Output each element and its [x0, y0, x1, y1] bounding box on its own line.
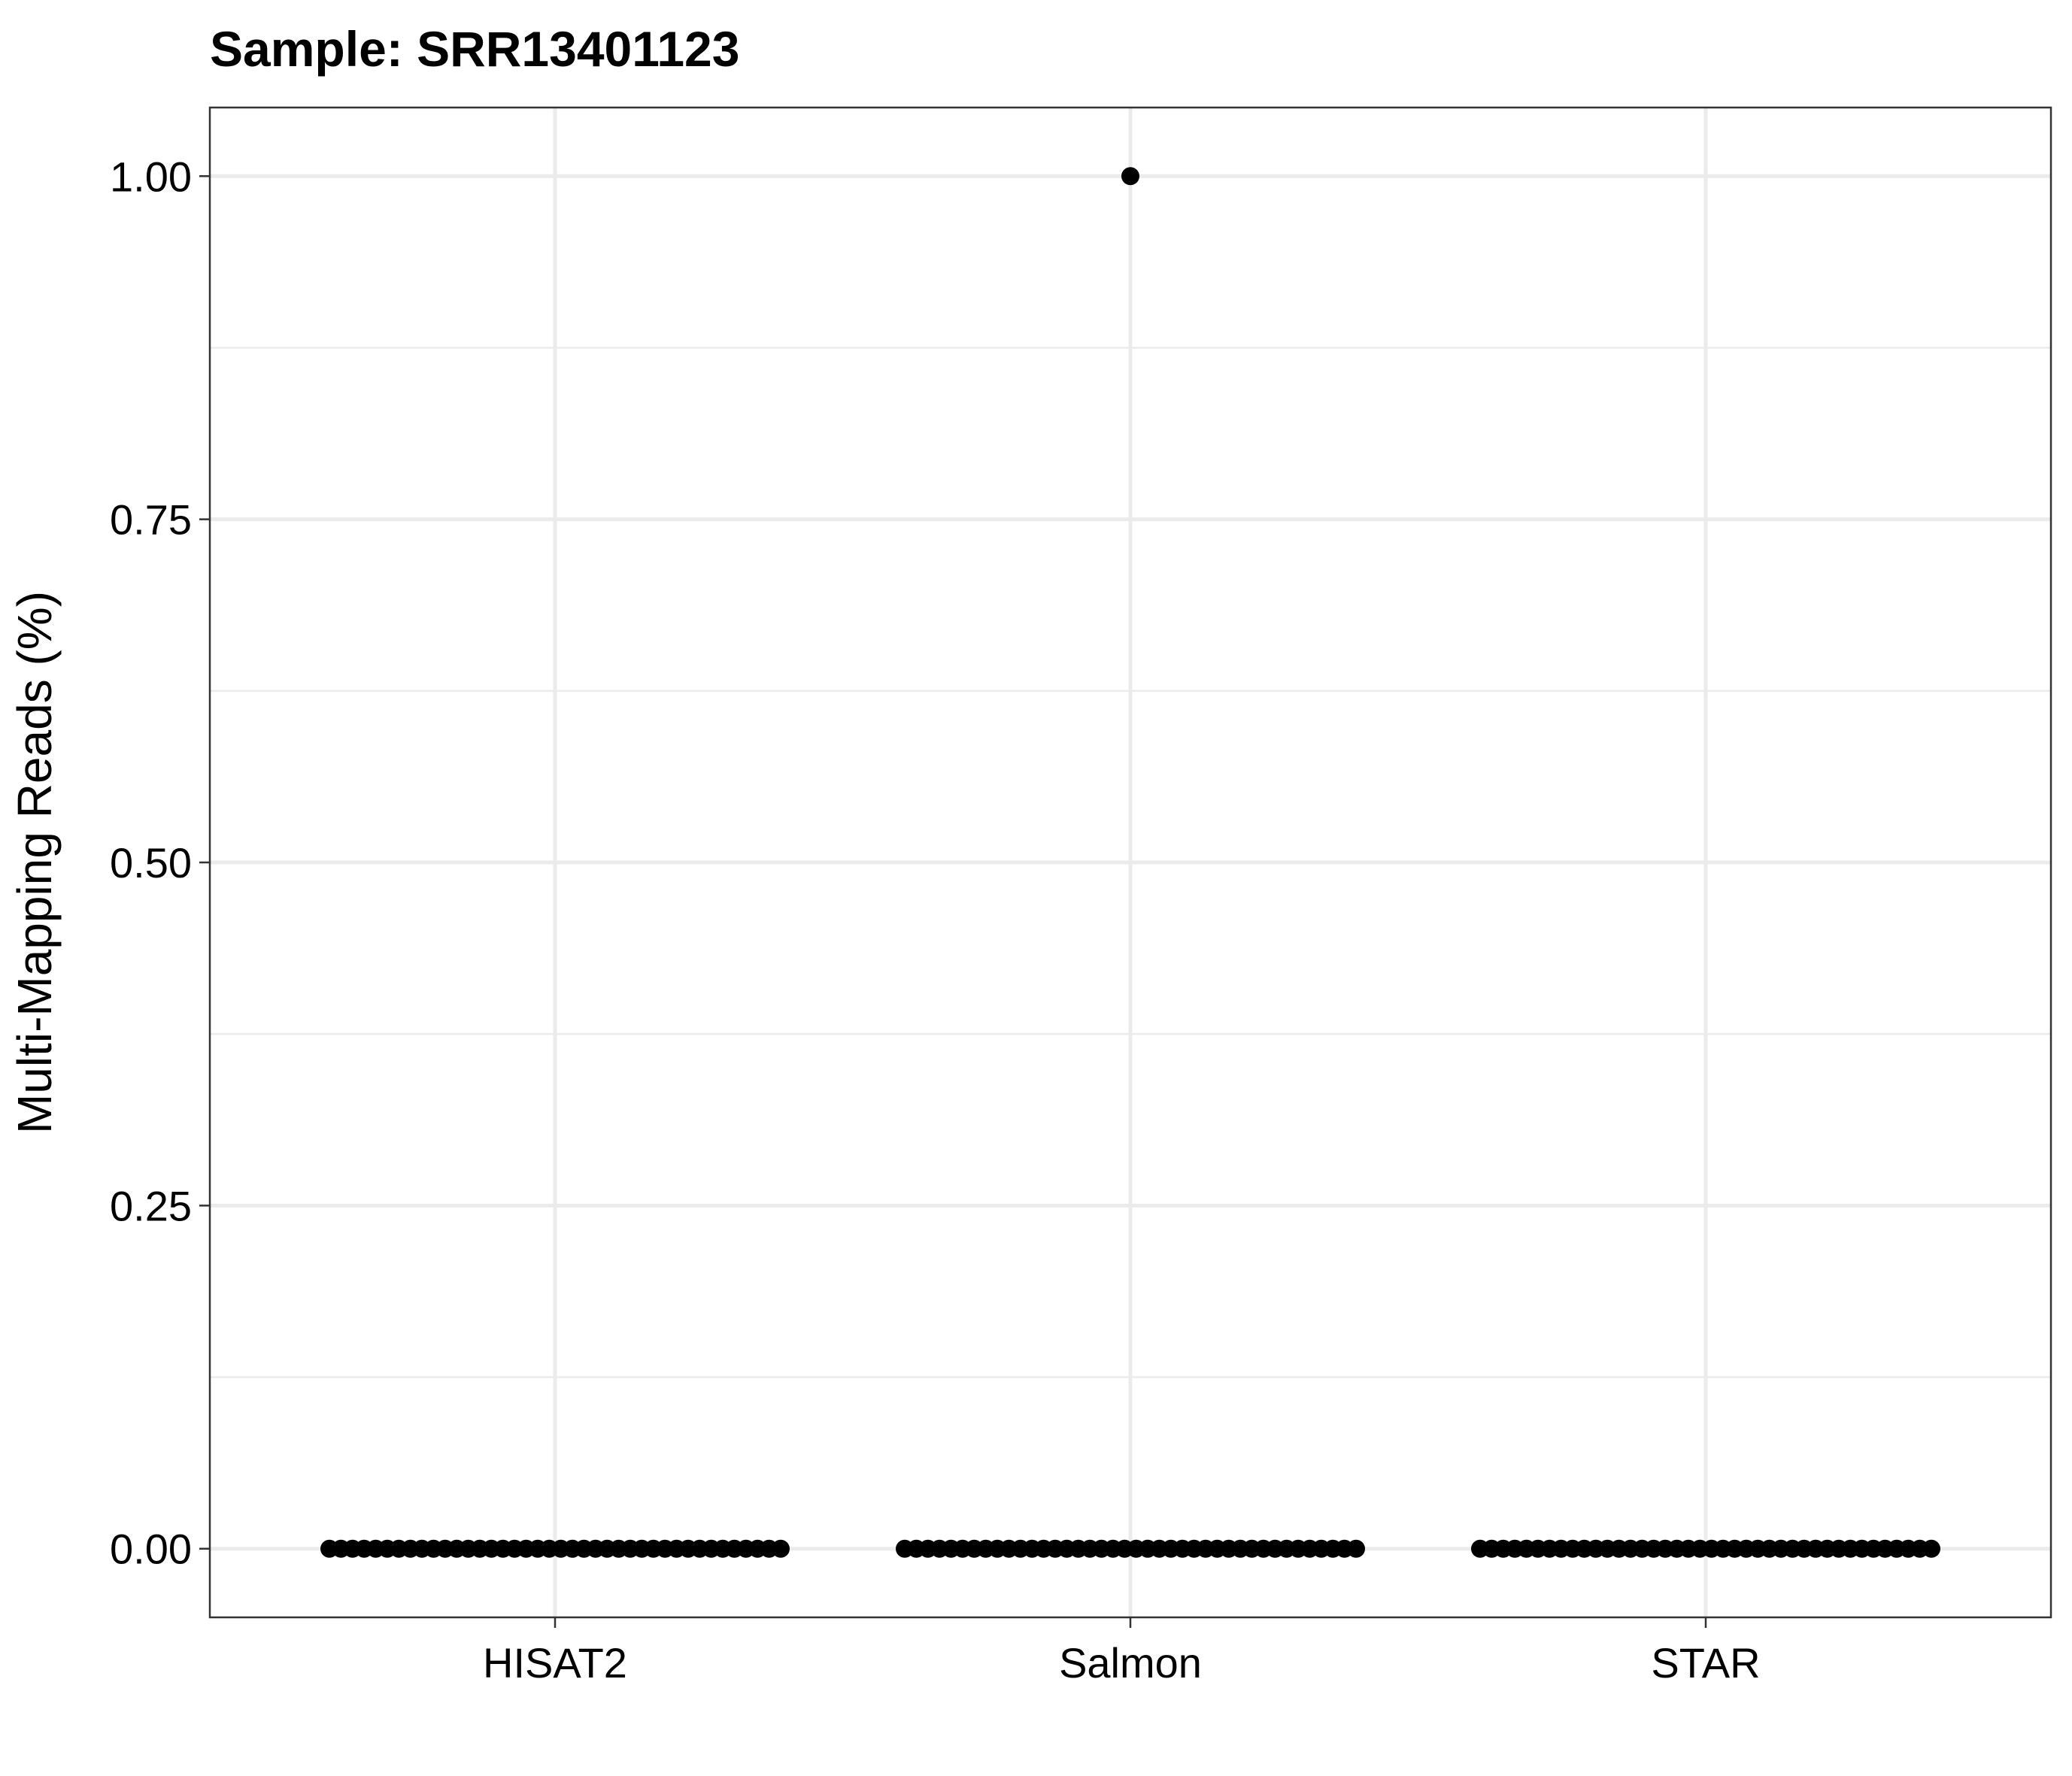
- data-point: [772, 1539, 790, 1558]
- y-tick-label: 0.25: [110, 1182, 192, 1229]
- chart-title: Sample: SRR13401123: [210, 21, 739, 77]
- y-tick-label: 0.00: [110, 1526, 192, 1573]
- data-point: [1922, 1539, 1940, 1558]
- y-tick-label: 0.50: [110, 839, 192, 886]
- y-axis-title: Multi-Mapping Reads (%): [8, 591, 62, 1134]
- y-tick-label: 1.00: [110, 153, 192, 200]
- x-tick-label: STAR: [1651, 1639, 1760, 1687]
- data-point: [1347, 1539, 1365, 1558]
- y-tick-label: 0.75: [110, 496, 192, 544]
- grid-lines: [210, 108, 2051, 1617]
- x-tick-label: Salmon: [1059, 1639, 1202, 1687]
- x-tick-label: HISAT2: [483, 1639, 627, 1687]
- data-point: [1121, 167, 1139, 186]
- axes: 0.00 0.25 0.50 0.75 1.00 HISAT2 Salmon STAR: [110, 153, 1761, 1687]
- data-points: [320, 167, 1940, 1558]
